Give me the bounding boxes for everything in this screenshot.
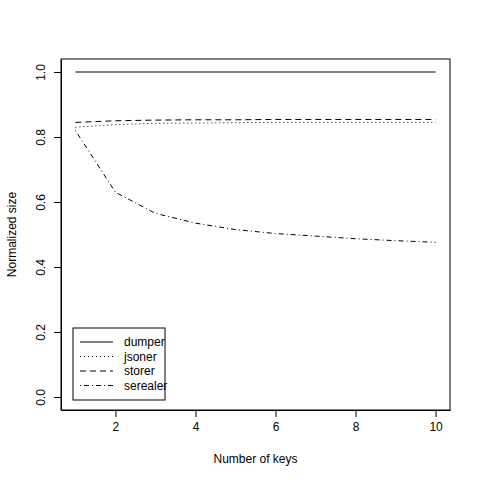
y-axis: 0.0 0.2 0.4 0.6 0.8 1.0 <box>34 60 62 411</box>
y-tick: 0.4 <box>34 259 61 276</box>
legend-label: storer <box>124 364 155 378</box>
x-tick: 4 <box>193 410 200 434</box>
y-tick-label: 0.0 <box>34 389 48 406</box>
y-tick: 1.0 <box>34 64 61 81</box>
series-line <box>75 72 435 73</box>
series-line <box>75 122 435 127</box>
x-tick-mark <box>436 410 437 417</box>
y-tick-mark <box>54 202 61 203</box>
y-tick-mark <box>54 137 61 138</box>
y-tick: 0.0 <box>34 389 61 406</box>
y-tick-label: 0.8 <box>34 129 48 146</box>
x-tick-label: 6 <box>273 420 280 434</box>
y-tick-label: 1.0 <box>34 64 48 81</box>
y-tick: 0.8 <box>34 129 61 146</box>
y-axis-title: Normalized size <box>5 191 19 277</box>
y-tick: 0.2 <box>34 324 61 341</box>
y-tick-label: 0.6 <box>34 194 48 211</box>
x-tick-label: 4 <box>193 420 200 434</box>
y-tick-mark <box>54 267 61 268</box>
x-tick: 2 <box>113 410 120 434</box>
y-tick-mark <box>54 72 61 73</box>
y-axis-line <box>61 60 62 411</box>
y-tick-mark <box>54 397 61 398</box>
x-tick-mark <box>195 410 196 417</box>
legend-swatch <box>80 356 113 357</box>
y-tick-label: 0.4 <box>34 259 48 276</box>
x-tick-label: 2 <box>113 420 120 434</box>
legend-label: jsoner <box>123 350 157 364</box>
x-tick-mark <box>276 410 277 417</box>
legend-swatch <box>80 342 113 343</box>
x-axis: 2 4 6 8 10 <box>62 410 451 434</box>
x-axis-line <box>62 410 451 411</box>
legend-swatch <box>80 371 113 372</box>
x-tick: 8 <box>353 410 360 434</box>
plot-area <box>75 72 435 242</box>
legend: dumperjsonerstorerserealer <box>73 328 167 400</box>
x-tick: 10 <box>429 410 443 434</box>
series-line <box>75 119 435 122</box>
x-tick-label: 8 <box>353 420 360 434</box>
x-tick: 6 <box>273 410 280 434</box>
y-tick-label: 0.2 <box>34 324 48 341</box>
chart: 2 4 6 8 10 0.0 0.2 0.4 0.6 0.8 1.0 Number of keys No… <box>0 0 480 480</box>
legend-label: serealer <box>124 379 167 393</box>
x-tick-mark <box>115 410 116 417</box>
x-tick-label: 10 <box>429 420 443 434</box>
x-axis-title: Number of keys <box>213 452 297 466</box>
legend-swatch <box>80 385 113 386</box>
y-tick-mark <box>54 332 61 333</box>
legend-label: dumper <box>124 335 165 349</box>
plot-frame <box>61 59 450 410</box>
x-tick-mark <box>356 410 357 417</box>
y-tick: 0.6 <box>34 194 61 211</box>
series-line <box>75 131 435 243</box>
